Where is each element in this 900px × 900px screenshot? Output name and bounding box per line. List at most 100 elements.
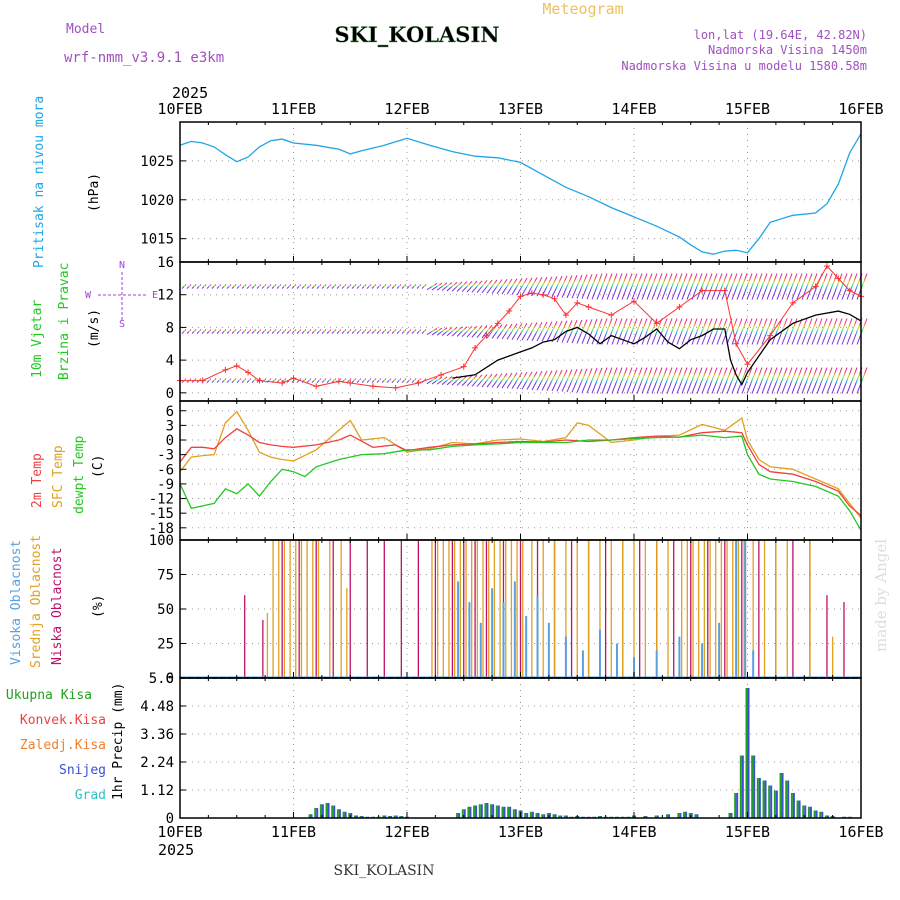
- precip-snow-bar: [480, 804, 483, 818]
- precip-snow-bar: [730, 813, 733, 818]
- cloud-y-tick-label: 0: [166, 671, 174, 687]
- precip-y-tick-label: 0: [166, 811, 174, 827]
- cloud-mid-title: Srednja Oblacnost: [29, 535, 44, 668]
- x-tick-label-bottom: 13FEB: [498, 823, 543, 841]
- precip-total-bar: [490, 804, 493, 818]
- precip-total-bar: [785, 780, 788, 818]
- precip-snow-bar: [804, 805, 807, 818]
- precip-total-bar: [762, 780, 765, 818]
- precip-total-bar: [473, 805, 476, 818]
- sfc-temp-line: [179, 410, 862, 519]
- wind-y-tick-label: 4: [166, 353, 174, 369]
- precip-total-bar: [751, 755, 754, 818]
- precip-total-bar: [541, 814, 544, 818]
- gust-marker: [631, 298, 637, 305]
- precip-total-bar: [336, 809, 339, 818]
- pressure-y-tick-label: 1015: [140, 232, 174, 248]
- temp-2m-line: [179, 428, 862, 517]
- gust-marker: [733, 340, 740, 347]
- precip-snow-bar: [554, 814, 557, 818]
- precip-total-bar: [756, 778, 759, 818]
- precip-snow-bar: [634, 815, 636, 818]
- precip-snow-bar: [475, 805, 478, 818]
- precip-total-bar: [342, 811, 345, 818]
- x-tick-label-top: 10FEB: [157, 100, 202, 118]
- svg-text:N: N: [119, 260, 125, 271]
- temp-y-tick-label: -3: [157, 448, 174, 464]
- precip-total-bar: [353, 815, 356, 818]
- x-tick-label-bottom: 15FEB: [725, 823, 770, 841]
- gust-marker: [290, 375, 297, 382]
- precip-snow-bar: [316, 808, 319, 818]
- model-name: wrf-nmm_v3.9.1 e3km: [64, 50, 224, 66]
- wind-y-tick-label: 0: [166, 386, 174, 402]
- wind-arrows-layer: [180, 273, 868, 394]
- precip-total-bar: [524, 813, 527, 818]
- precip-total-bar: [575, 816, 578, 818]
- precip-snow-bar: [696, 814, 699, 818]
- precip-total-bar: [512, 809, 515, 818]
- temp-y-tick-label: -15: [149, 506, 174, 522]
- cloud-y-tick-label: 100: [149, 533, 174, 549]
- precip-total-bar: [773, 790, 776, 818]
- precip-total-bar: [359, 816, 362, 818]
- precip-snow-bar: [815, 810, 818, 818]
- gust-marker: [574, 299, 581, 306]
- gust-marker: [415, 380, 422, 387]
- precip-snow-bar: [344, 811, 347, 818]
- precip-total-bar: [597, 816, 600, 818]
- precip-snow-bar: [469, 806, 472, 818]
- precip-snow-bar: [577, 816, 580, 818]
- footer-title: SKI_KOLASIN: [334, 863, 435, 879]
- credit-label: made by Angel: [872, 539, 890, 652]
- cloud-y-tick-label: 50: [157, 602, 174, 618]
- precip-snow-bar: [821, 811, 824, 818]
- gust-marker: [721, 287, 728, 294]
- page-title: SKI_KOLASIN: [335, 22, 500, 47]
- temp-y-tick-label: -9: [157, 477, 174, 493]
- gust-marker: [199, 377, 206, 384]
- gust-marker: [494, 320, 501, 327]
- precip-total-bar: [484, 803, 487, 818]
- precip-snow-bar: [645, 816, 648, 818]
- precip-total-bar: [314, 808, 317, 818]
- precip-snow-bar: [599, 816, 602, 818]
- precip-total-bar: [348, 813, 351, 818]
- precip-snow-bar: [826, 815, 829, 818]
- precip-snow-bar: [537, 813, 540, 818]
- precip-snow-bar: [758, 778, 761, 818]
- gust-marker: [347, 380, 354, 387]
- precip-total-bar: [382, 815, 385, 818]
- precip-total-bar: [632, 815, 634, 818]
- temp-sfc-title: SFC Temp: [51, 445, 66, 508]
- precip-total-bar: [677, 813, 680, 818]
- precip-total-bar: [768, 785, 771, 818]
- model-elevation-label: Nadmorska Visina u modelu 1580.58m: [621, 59, 867, 73]
- precip-total-bar: [467, 806, 470, 818]
- precip-y-tick-label: 1.12: [140, 783, 174, 799]
- precip-snow-bar: [809, 806, 812, 818]
- precip-snow-bar: [543, 814, 546, 818]
- precip-total-bar: [813, 810, 816, 818]
- precip-snow-bar: [509, 806, 512, 818]
- gust-marker: [835, 275, 842, 282]
- wind-speed-line: [452, 310, 862, 387]
- wind-y-tick-label: 8: [166, 320, 174, 336]
- precip-total-bar: [495, 805, 498, 818]
- precip-snow-bar: [679, 813, 682, 818]
- precip-snow-bar: [565, 815, 568, 818]
- gust-marker: [551, 295, 558, 302]
- precip-total-bar: [802, 805, 805, 818]
- precip-total-bar: [796, 800, 799, 818]
- x-tick-label-top: 15FEB: [725, 100, 770, 118]
- gust-marker: [744, 361, 751, 368]
- precip-snow-bar: [401, 816, 404, 818]
- x-tick-label-bottom: 16FEB: [838, 823, 883, 841]
- gust-marker: [483, 332, 490, 339]
- wind-y-tick-label: 12: [157, 288, 174, 304]
- precip-total-bar: [393, 815, 396, 818]
- precip-snow-bar: [668, 814, 671, 818]
- precip-snow-bar: [514, 809, 517, 818]
- gust-marker: [392, 384, 399, 391]
- precip-total-bar: [535, 813, 538, 818]
